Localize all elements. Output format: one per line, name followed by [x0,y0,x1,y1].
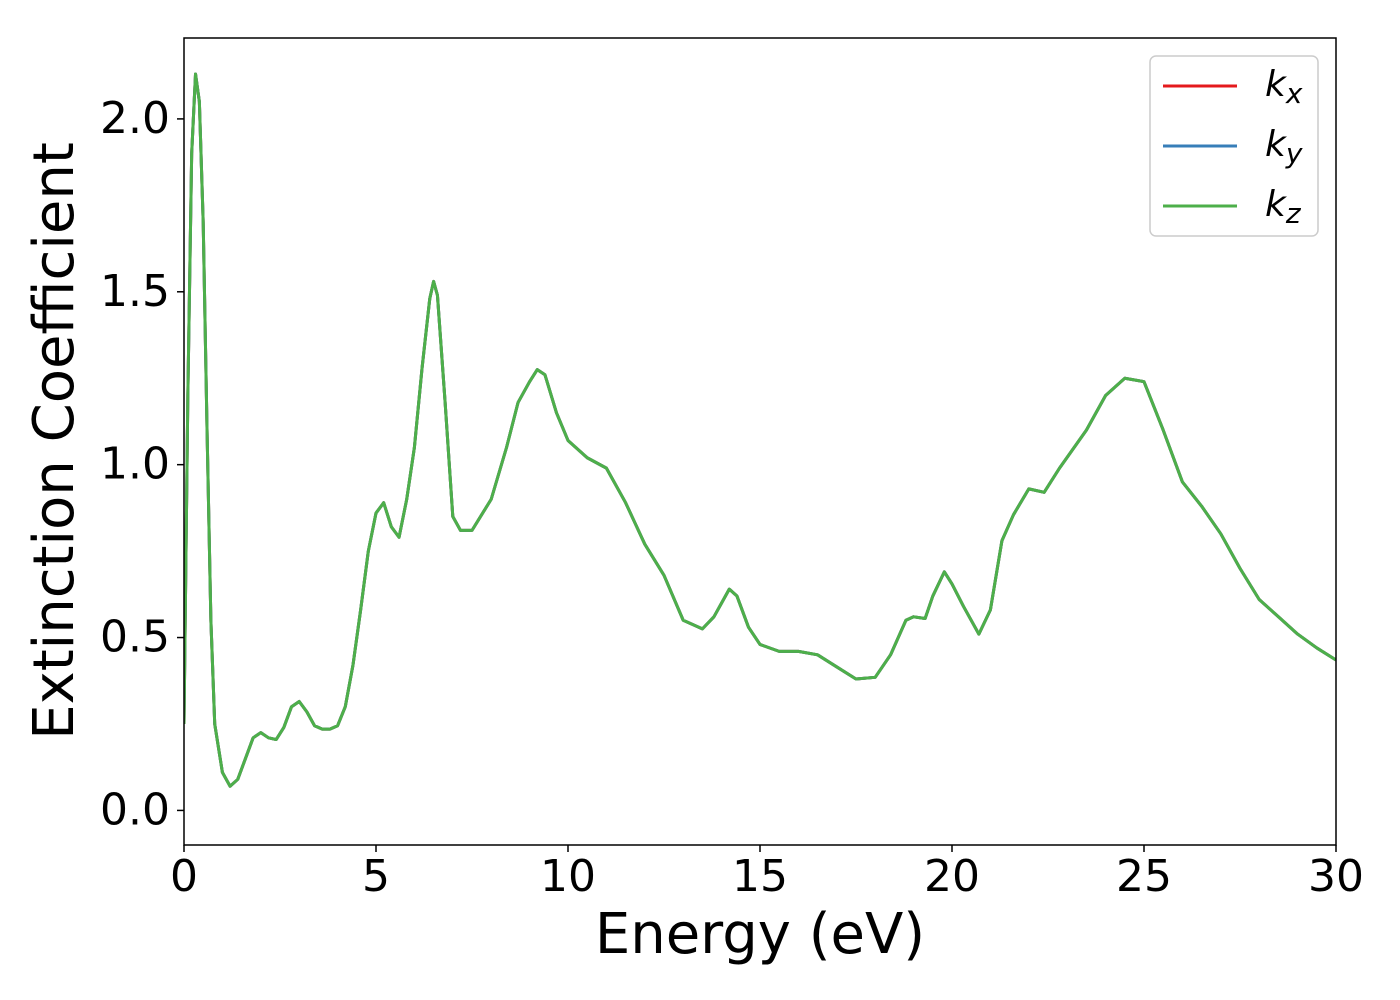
x-tick-label: 25 [1116,851,1172,902]
x-tick-label: 5 [362,851,390,902]
y-tick-label: 1.5 [100,266,170,317]
x-axis-label: Energy (eV) [595,902,925,967]
y-tick-label: 0.0 [100,784,170,835]
x-tick-label: 20 [924,851,980,902]
plot-frame [183,37,1337,846]
x-tick-label: 15 [732,851,788,902]
y-tick-label: 0.5 [100,612,170,663]
legend-label: ky [1265,124,1303,170]
y-tick-label: 2.0 [100,93,170,144]
x-tick-label: 10 [540,851,596,902]
legend-label: kz [1265,184,1302,230]
y-tick-label: 1.0 [100,439,170,490]
x-tick-label: 30 [1308,851,1364,902]
legend-label: kx [1265,64,1303,110]
line [184,72,1336,788]
y-axis-label: Extinction Coefficient [22,142,87,740]
x-tick-label: 0 [170,851,198,902]
